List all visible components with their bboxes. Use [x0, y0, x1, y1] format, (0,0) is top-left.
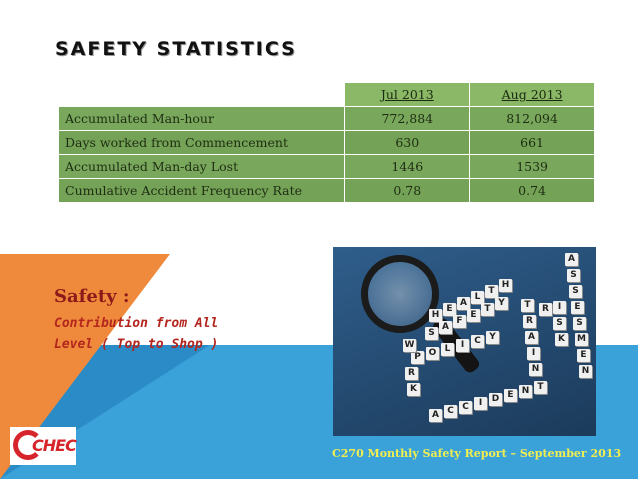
letter-tile: F	[453, 315, 466, 328]
footer-report-title: C270 Monthly Safety Report – September 2…	[332, 447, 622, 460]
letter-tile: L	[441, 343, 454, 356]
row-label: Days worked from Commencement	[57, 130, 346, 155]
table-header-row: Jul 2013 Aug 2013	[59, 82, 595, 107]
letter-tile: M	[575, 333, 588, 346]
letter-tile: P	[411, 351, 424, 364]
letter-tile: N	[579, 365, 592, 378]
letter-tile: R	[405, 367, 418, 380]
magnifying-glass-icon	[361, 255, 439, 333]
letter-tile: Y	[495, 297, 508, 310]
letter-tile: I	[527, 347, 540, 360]
letter-tile: S	[425, 327, 438, 340]
letter-tile: S	[569, 285, 582, 298]
letter-tile: W	[403, 339, 416, 352]
cell-jul: 630	[344, 130, 471, 155]
cell-jul: 772,884	[344, 106, 471, 131]
letter-tile: A	[457, 297, 470, 310]
letter-tile: C	[459, 401, 472, 414]
letter-tile: N	[519, 385, 532, 398]
cell-jul: 1446	[344, 154, 471, 179]
table-row: Accumulated Man-day Lost 1446 1539	[57, 154, 595, 179]
chec-logo: CHEC	[10, 427, 77, 465]
cell-aug: 661	[469, 130, 595, 155]
letter-tile: H	[429, 309, 442, 322]
table-row: Days worked from Commencement 630 661	[57, 130, 595, 155]
safety-heading: Safety :	[54, 286, 130, 307]
letter-tile: T	[521, 299, 534, 312]
cell-aug: 1539	[469, 154, 595, 179]
letter-tile: T	[481, 303, 494, 316]
letter-tile: I	[474, 397, 487, 410]
safety-subtitle: Contribution from All Level ( Top to Sho…	[54, 313, 294, 355]
letter-tile: K	[407, 383, 420, 396]
letter-tile: R	[539, 303, 552, 316]
letter-tile: E	[571, 301, 584, 314]
letter-tile: C	[471, 335, 484, 348]
cell-jul: 0.78	[344, 178, 471, 203]
letter-tile: E	[504, 389, 517, 402]
letter-tile: I	[553, 301, 566, 314]
table-row: Accumulated Man-hour 772,884 812,094	[57, 106, 595, 131]
letter-tile: Y	[486, 331, 499, 344]
logo-c-icon	[13, 430, 43, 460]
letter-tile: H	[499, 279, 512, 292]
letter-tile: S	[573, 317, 586, 330]
logo-text: CHEC	[32, 436, 77, 455]
letter-tile: A	[429, 409, 442, 422]
row-label: Accumulated Man-hour	[57, 106, 346, 131]
scrabble-magnifier-image: H E A L T H S A F E T Y P O L I C Y W R …	[333, 247, 596, 436]
letter-tile: E	[467, 309, 480, 322]
column-header-aug: Aug 2013	[469, 82, 595, 107]
safety-subtitle-line-1: Contribution from All	[54, 316, 219, 331]
column-header-jul: Jul 2013	[344, 82, 471, 107]
letter-tile: D	[489, 393, 502, 406]
letter-tile: L	[471, 291, 484, 304]
letter-tile: E	[577, 349, 590, 362]
letter-tile: O	[426, 347, 439, 360]
letter-tile: S	[567, 269, 580, 282]
letter-tile: A	[565, 253, 578, 266]
letter-tile: A	[439, 321, 452, 334]
letter-tile: R	[523, 315, 536, 328]
safety-statistics-table: Jul 2013 Aug 2013 Accumulated Man-hour 7…	[57, 82, 595, 203]
letter-tile: E	[443, 303, 456, 316]
cell-aug: 812,094	[469, 106, 595, 131]
letter-tile: C	[444, 405, 457, 418]
letter-tile: T	[485, 285, 498, 298]
letter-tile: N	[529, 363, 542, 376]
letter-tile: I	[456, 339, 469, 352]
row-label: Accumulated Man-day Lost	[57, 154, 346, 179]
letter-tile: T	[534, 381, 547, 394]
letter-tile: K	[555, 333, 568, 346]
table-header-blank	[59, 83, 345, 107]
letter-tile: S	[553, 317, 566, 330]
slide-title: SAFETY STATISTICS	[55, 38, 297, 60]
letter-tile: A	[525, 331, 538, 344]
table-row: Cumulative Accident Frequency Rate 0.78 …	[57, 178, 595, 203]
row-label: Cumulative Accident Frequency Rate	[57, 178, 346, 203]
safety-subtitle-line-2: Level ( Top to Shop )	[54, 337, 219, 352]
cell-aug: 0.74	[469, 178, 595, 203]
